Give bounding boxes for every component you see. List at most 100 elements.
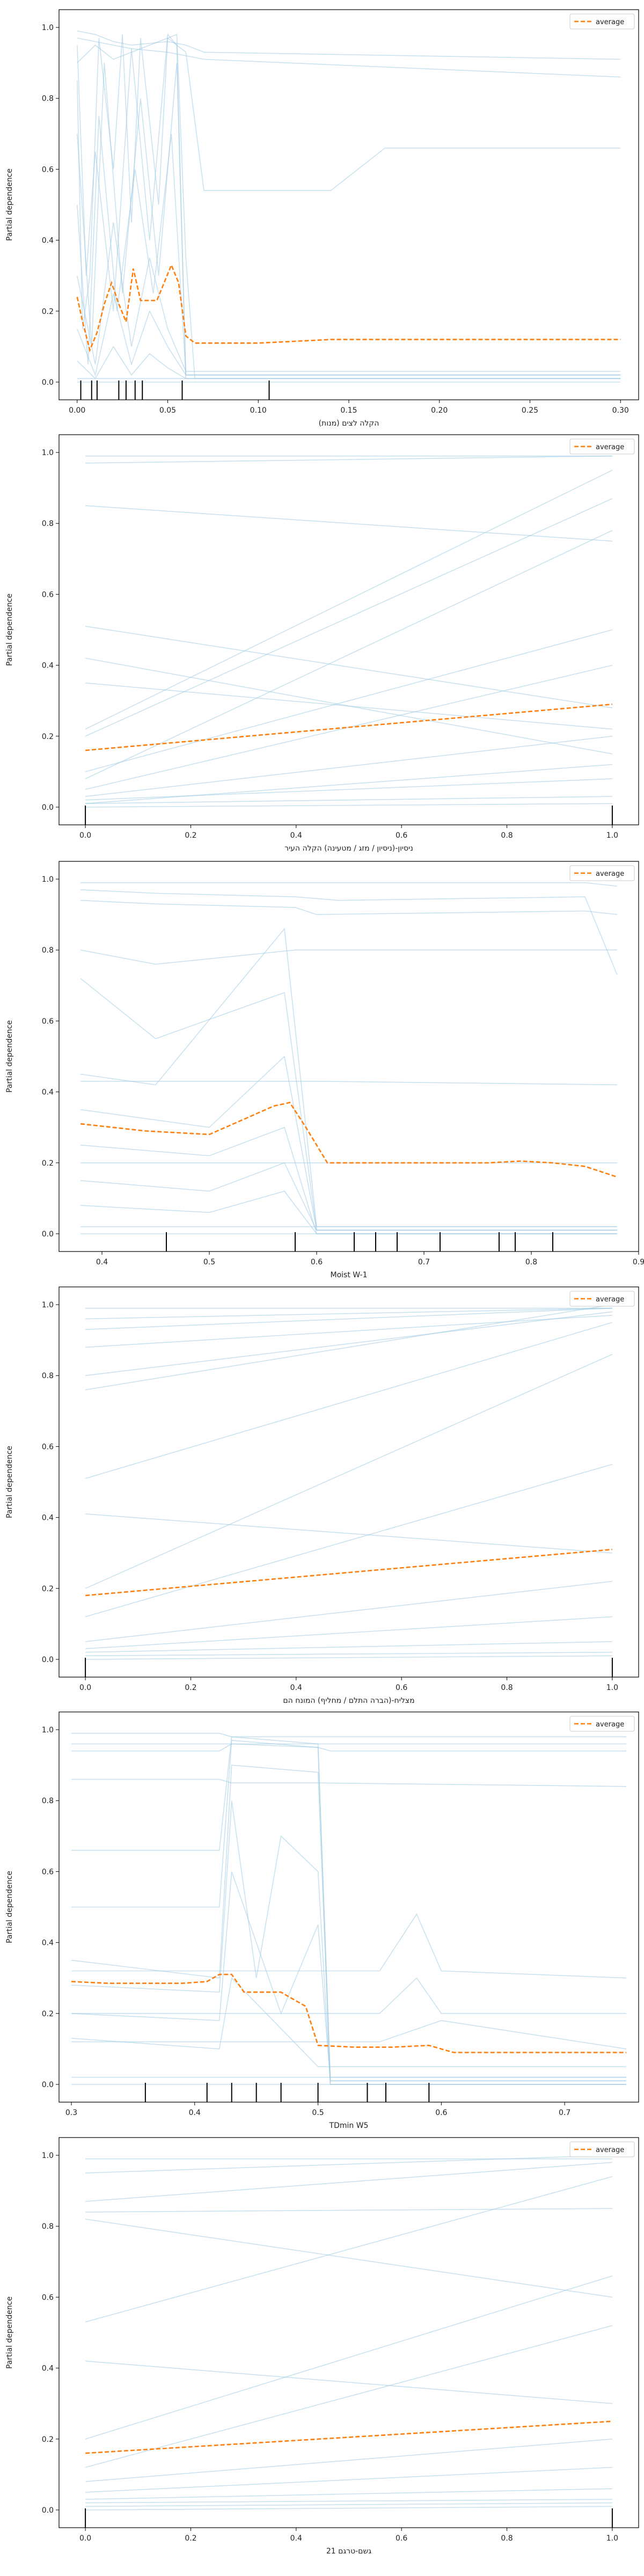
y-tick-label: 0.8 — [42, 1797, 54, 1805]
x-axis-label: מצליח-(הברה התלם / מחליף) המונח הם — [283, 1696, 414, 1705]
axes-frame — [58, 1286, 639, 1678]
ice-line — [85, 1616, 612, 1649]
ice-line — [77, 116, 621, 376]
legend-average-label: average — [596, 443, 624, 451]
ice-line — [71, 1977, 626, 2014]
ice-line — [85, 2275, 613, 2440]
y-tick-label: 0.6 — [42, 165, 54, 174]
x-tick-label: 0.8 — [501, 831, 513, 840]
x-tick-label: 0.0 — [79, 1684, 91, 1692]
x-tick-label: 0.10 — [250, 406, 267, 415]
ice-line — [85, 778, 612, 801]
y-tick-label: 0.0 — [42, 2081, 54, 2089]
legend: average — [569, 865, 635, 881]
legend-average-label: average — [596, 18, 624, 26]
ice-line — [85, 764, 612, 804]
y-tick-label: 0.6 — [42, 1017, 54, 1026]
ice-line — [85, 2506, 612, 2511]
y-tick-label: 0.0 — [42, 1230, 54, 1239]
y-tick-label: 0.8 — [42, 1372, 54, 1380]
x-axis-label: Moist W-1 — [330, 1271, 367, 1279]
legend-average-label: average — [596, 870, 624, 878]
y-tick-label: 0.0 — [42, 2506, 54, 2515]
average-line — [80, 1101, 618, 1178]
x-tick-label: 0.4 — [290, 831, 302, 840]
y-tick-label: 1.0 — [42, 875, 54, 884]
average-line — [85, 1548, 613, 1597]
y-axis-label: Partial dependence — [5, 1020, 14, 1093]
ice-line — [71, 1913, 627, 1979]
legend: average — [569, 438, 635, 455]
ice-line — [85, 1353, 613, 1589]
x-tick-label: 0.8 — [501, 1684, 513, 1692]
legend-average-label: average — [596, 1296, 624, 1304]
average-line — [76, 263, 621, 353]
x-axis-label: TDmin W5 — [329, 2121, 369, 2130]
ice-line — [80, 949, 617, 965]
chart-panel-2: 0.0 0.2 0.4 0.6 0.8 1.0 0.0 0.2 0.4 0.6 0.8 1.0 ניסי… — [5, 434, 639, 853]
ice-line — [85, 1311, 612, 1376]
x-tick-label: 0.5 — [203, 1258, 215, 1267]
plot-area — [85, 1304, 613, 1660]
ice-line — [80, 889, 618, 975]
x-tick-label: 0.2 — [185, 1684, 196, 1692]
x-tick-label: 0.6 — [396, 831, 407, 840]
x-tick-label: 0.6 — [311, 1258, 323, 1267]
y-tick-label: 0.4 — [42, 1088, 54, 1097]
legend-box — [569, 1291, 635, 1307]
legend: average — [569, 1716, 635, 1732]
y-tick-label: 0.2 — [42, 1159, 54, 1168]
chart-panel-4: 0.0 0.2 0.4 0.6 0.8 1.0 0.0 0.2 0.4 0.6 0.8 1.0 מצלי… — [5, 1286, 639, 1705]
chart-panel-1: 0.00 0.05 0.10 0.15 0.20 0.25 0.30 0.0 0.2 0.4 0.6… — [5, 9, 639, 428]
x-tick-label: 0.4 — [290, 2534, 302, 2543]
ice-line — [85, 1580, 612, 1642]
x-axis-label: (מנות) הקלה לצים — [319, 419, 379, 428]
axes-frame — [58, 861, 639, 1252]
ice-line — [85, 2439, 612, 2482]
y-tick-label: 0.2 — [42, 308, 54, 316]
y-tick-label: 0.6 — [42, 1868, 54, 1876]
plot-area — [85, 455, 613, 808]
chart-panel-6: 0.0 0.2 0.4 0.6 0.8 1.0 0.0 0.2 0.4 0.6 0.8 1.0 גשם-… — [5, 2137, 639, 2556]
ice-line — [85, 682, 612, 730]
ice-line — [85, 1651, 612, 1657]
ice-line — [71, 1977, 626, 2067]
x-axis-label: גשם-טרגם 21 — [326, 2547, 372, 2556]
x-tick-label: 0.15 — [340, 406, 357, 415]
ice-line — [85, 455, 612, 464]
chart-panel-3: 0.4 0.5 0.6 0.7 0.8 0.9 0.0 0.2 0.4 0.6 0.8 1.0 Mois… — [5, 861, 644, 1279]
ice-line — [85, 796, 612, 804]
x-tick-label: 0.4 — [290, 1684, 302, 1692]
x-tick-label: 0.9 — [633, 1258, 644, 1267]
x-tick-label: 0.3 — [65, 2109, 77, 2117]
plot-area — [76, 30, 621, 383]
y-tick-label: 0.8 — [42, 94, 54, 103]
y-tick-label: 1.0 — [42, 24, 54, 32]
ice-line — [77, 63, 621, 379]
x-tick-label: 0.6 — [396, 1684, 407, 1692]
legend: average — [569, 13, 635, 30]
ice-line — [85, 2488, 612, 2500]
axes-frame — [58, 434, 639, 825]
y-tick-label: 0.6 — [42, 1443, 54, 1451]
x-tick-label: 1.0 — [606, 1684, 618, 1692]
ice-line — [71, 1743, 626, 1752]
x-tick-label: 0.7 — [559, 2109, 570, 2117]
plot-area — [80, 882, 618, 1234]
x-tick-label: 0.7 — [418, 1258, 430, 1267]
x-tick-label: 0.5 — [312, 2109, 324, 2117]
ice-line — [85, 1513, 612, 1554]
axes-frame — [58, 2137, 639, 2528]
ice-line — [85, 470, 613, 730]
x-tick-label: 0.8 — [525, 1258, 537, 1267]
ice-line — [85, 1307, 612, 1320]
y-tick-label: 0.4 — [42, 2365, 54, 2373]
ice-line — [85, 1463, 613, 1618]
y-tick-label: 0.4 — [42, 1939, 54, 1948]
axes-frame — [58, 1711, 639, 2103]
legend-box — [569, 1716, 635, 1732]
ice-line — [85, 626, 613, 708]
legend-average-label: average — [596, 1721, 624, 1729]
